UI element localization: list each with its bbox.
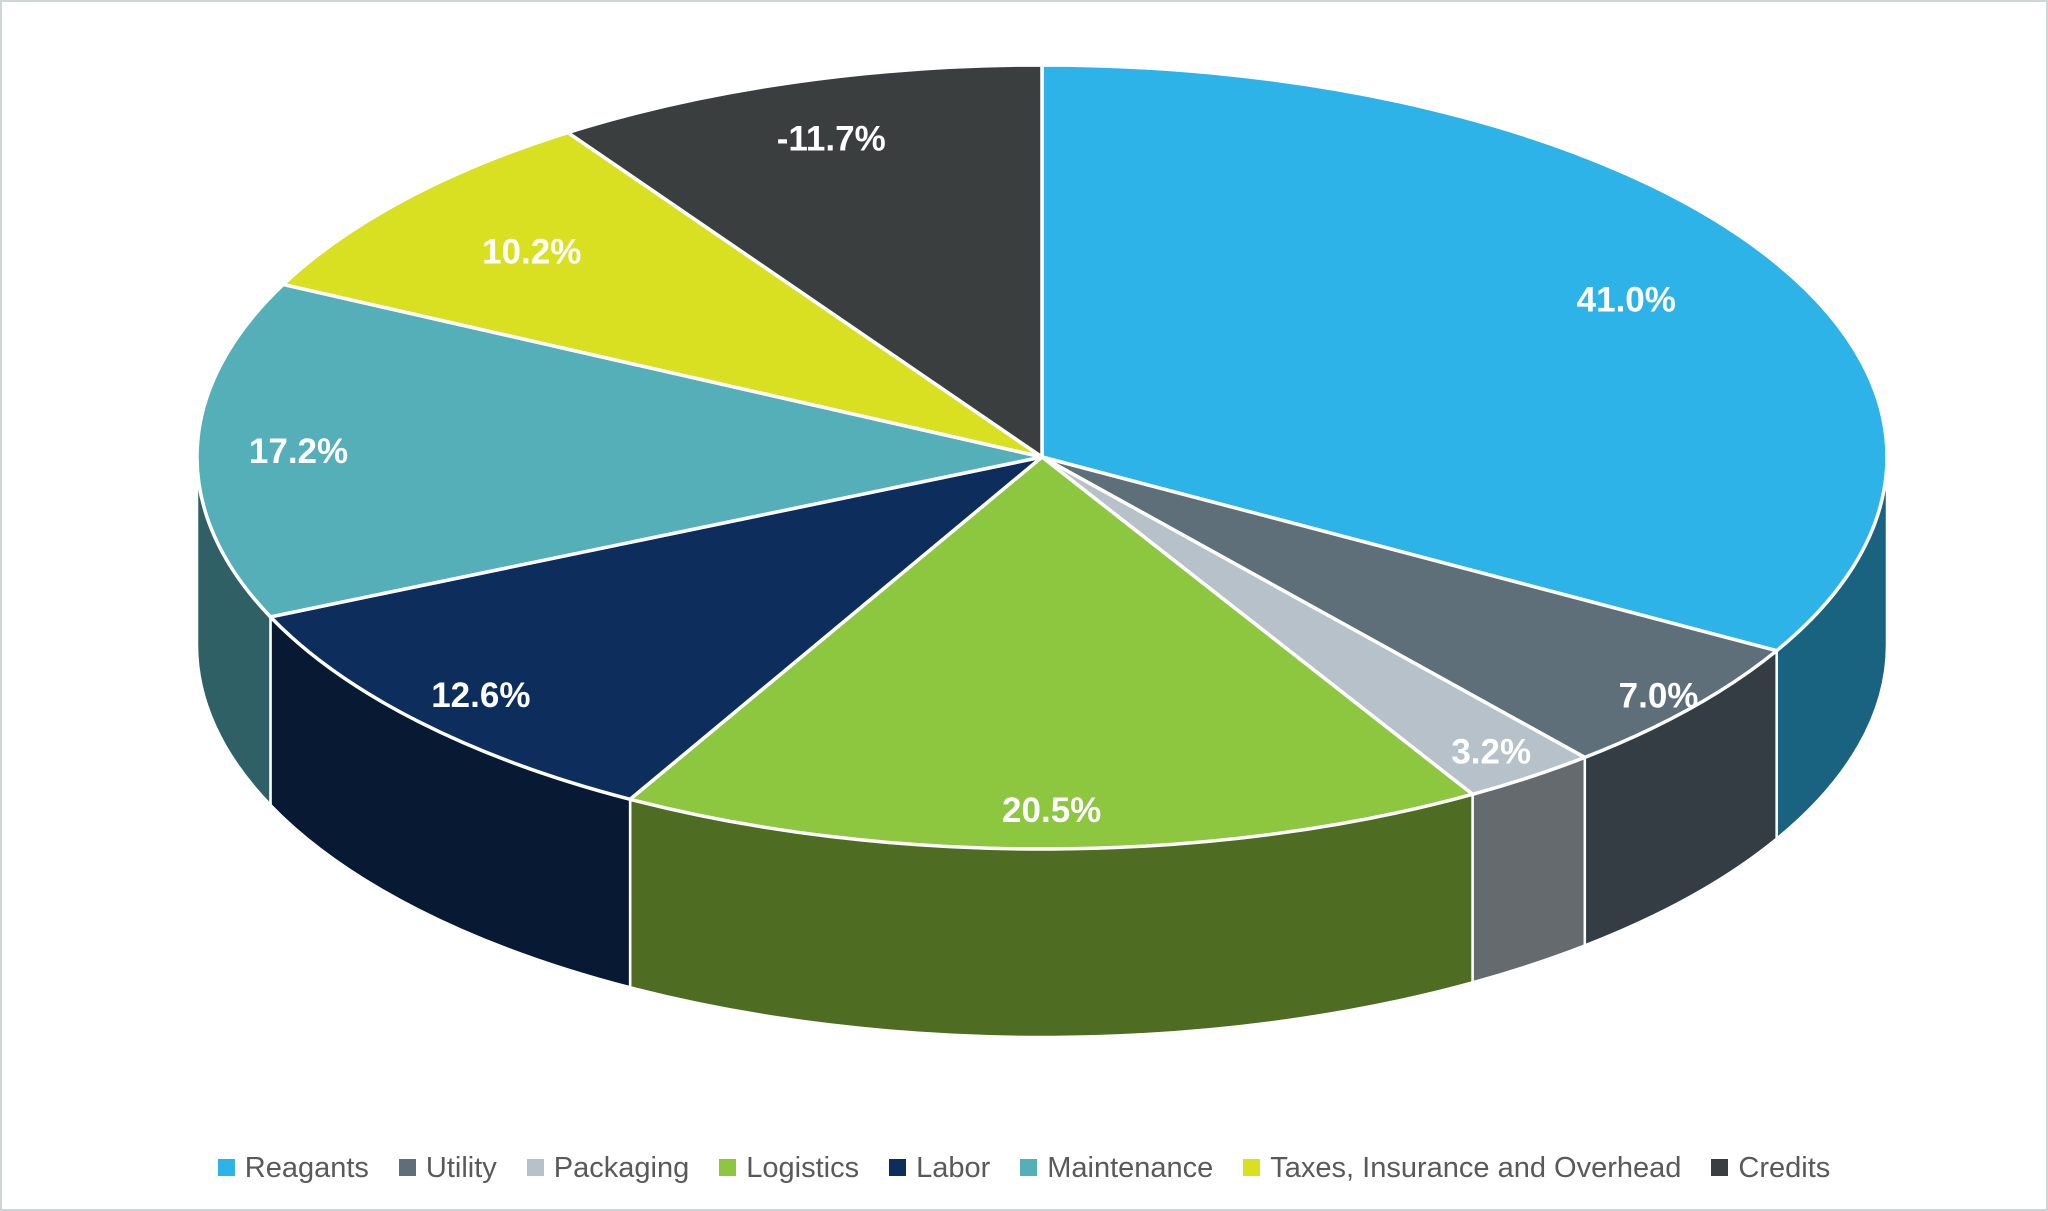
- pie-slice-label: 17.2%: [249, 432, 348, 471]
- legend-label: Labor: [916, 1152, 991, 1184]
- legend-item: Utility: [398, 1152, 497, 1184]
- pie-slice: [628, 455, 1475, 851]
- legend-label: Taxes, Insurance and Overhead: [1270, 1152, 1682, 1184]
- legend-swatch: [398, 1159, 416, 1176]
- pie-slice-label: 20.5%: [1002, 791, 1101, 830]
- pie-slice-label: 10.2%: [482, 232, 581, 271]
- pie-slice-label: 41.0%: [1577, 280, 1676, 319]
- legend-swatch: [1020, 1159, 1038, 1176]
- legend-swatch: [217, 1159, 235, 1176]
- legend-item: Logistics: [719, 1152, 859, 1183]
- legend-swatch: [1711, 1159, 1729, 1176]
- pie-slice: [566, 63, 1044, 459]
- legend-label: Packaging: [553, 1152, 690, 1184]
- legend-label: Logistics: [746, 1152, 860, 1184]
- legend-swatch: [719, 1159, 737, 1176]
- legend-label: Reagants: [244, 1152, 369, 1184]
- legend-item: Taxes, Insurance and Overhead: [1243, 1152, 1681, 1183]
- pie-slice-label: 12.6%: [431, 676, 530, 715]
- legend-label: Utility: [425, 1152, 497, 1184]
- pie-slice: [195, 282, 1044, 619]
- pie-slice-label: -11.7%: [777, 119, 886, 158]
- legend-swatch: [889, 1159, 907, 1176]
- legend-item: Maintenance: [1020, 1152, 1213, 1183]
- legend-label: Maintenance: [1047, 1152, 1214, 1184]
- legend-item: Labor: [889, 1152, 990, 1183]
- legend-item: Reagants: [217, 1152, 369, 1184]
- pie-slice-label: 3.2%: [1451, 732, 1531, 771]
- pie-slice: [1040, 455, 1779, 760]
- pie-slice-label: 7.0%: [1619, 676, 1699, 715]
- legend-item: Credits: [1711, 1152, 1830, 1183]
- legend-swatch: [526, 1159, 544, 1176]
- chart-legend: Reagants Utility Packaging Logistics Labor Ma…: [2, 1152, 2046, 1183]
- legend-label: Credits: [1738, 1152, 1831, 1184]
- legend-swatch: [1243, 1159, 1261, 1176]
- pie-slice: [281, 130, 1044, 459]
- pie-slice: [1040, 63, 1889, 653]
- pie-slice: [268, 455, 1044, 802]
- legend-item: Packaging: [526, 1152, 690, 1184]
